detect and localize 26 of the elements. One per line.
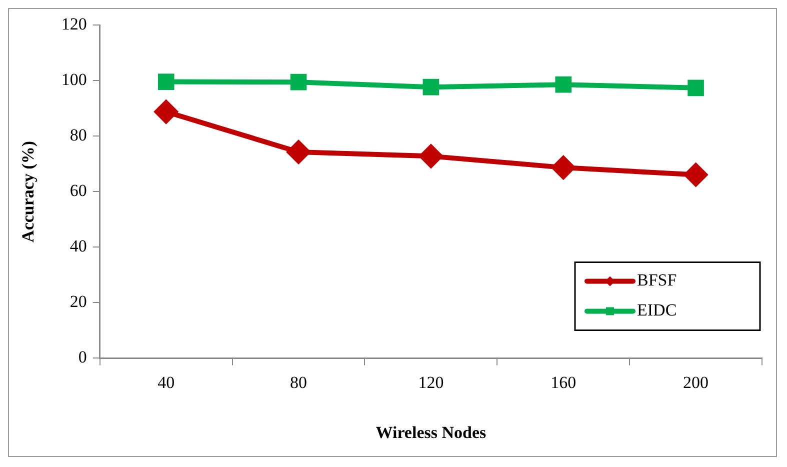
point — [688, 80, 704, 96]
x-tick-label: 120 — [418, 372, 444, 392]
point — [158, 74, 174, 90]
x-tick-label: 200 — [683, 372, 709, 392]
point — [684, 163, 708, 186]
point — [555, 76, 572, 93]
y-tick-label: 100 — [61, 70, 87, 90]
y-tick-label: 40 — [70, 236, 87, 256]
point — [287, 140, 310, 164]
legend-label: EIDC — [637, 300, 677, 320]
point — [419, 144, 442, 168]
y-axis-title: Accuracy (%) — [18, 140, 38, 242]
y-tick-label: 120 — [61, 14, 87, 34]
x-tick-label: 40 — [158, 372, 175, 392]
y-tick-label: 80 — [70, 126, 87, 145]
point — [552, 156, 575, 180]
legend-label: BFSF — [637, 270, 677, 290]
point — [290, 74, 307, 90]
x-tick-label: 80 — [290, 372, 308, 392]
point — [154, 100, 178, 124]
point — [422, 78, 440, 96]
x-axis-title: Wireless Nodes — [376, 423, 487, 442]
y-tick-label: 60 — [70, 181, 87, 200]
y-tick-label: 0 — [78, 348, 87, 367]
x-tick-label: 160 — [550, 372, 576, 392]
y-tick-label: 20 — [70, 292, 87, 312]
